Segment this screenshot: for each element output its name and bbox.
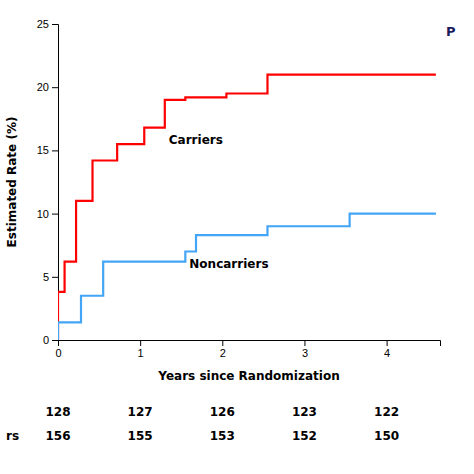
at-risk-table: 128 127 126 123 122 rs 156 155 153 152 150 bbox=[6, 405, 399, 443]
tick-label: 25 bbox=[37, 18, 49, 30]
x-axis: 0 1 2 3 4 bbox=[55, 340, 440, 359]
at-risk-count: 128 bbox=[45, 405, 70, 419]
at-risk-count: 126 bbox=[210, 405, 235, 419]
axis-line bbox=[52, 25, 59, 341]
at-risk-count: 127 bbox=[128, 405, 153, 419]
tick: 15 bbox=[37, 144, 58, 156]
tick-label: 3 bbox=[302, 347, 308, 359]
series-label: Noncarriers bbox=[189, 257, 268, 271]
tick-label: 10 bbox=[37, 208, 49, 220]
series-labels: Carriers Noncarriers bbox=[169, 133, 269, 271]
at-risk-count: 156 bbox=[45, 429, 70, 443]
tick: 10 bbox=[37, 208, 58, 220]
tick-mark bbox=[52, 340, 58, 341]
tick: 2 bbox=[220, 340, 226, 359]
at-risk-count: 123 bbox=[292, 405, 317, 419]
tick-mark bbox=[52, 24, 58, 25]
at-risk-count: 150 bbox=[374, 429, 399, 443]
tick-mark bbox=[387, 340, 388, 346]
tick-label: 2 bbox=[220, 347, 226, 359]
axis-line bbox=[59, 341, 441, 347]
tick: 25 bbox=[37, 18, 58, 30]
tick-mark bbox=[304, 340, 305, 346]
annotation: P bbox=[446, 24, 456, 39]
tick: 20 bbox=[37, 81, 58, 93]
plot-area: 0 1 2 3 4 0 5 10 15 20 25 Carriers Noncarriers bbox=[37, 18, 441, 359]
tick-label: 20 bbox=[37, 81, 49, 93]
tick-mark bbox=[140, 340, 141, 346]
tick-label: 4 bbox=[384, 347, 390, 359]
at-risk-count: 155 bbox=[128, 429, 153, 443]
lines bbox=[58, 75, 436, 340]
at-risk-count: 152 bbox=[292, 429, 317, 443]
y-axis: 0 5 10 15 20 25 bbox=[37, 18, 59, 346]
tick-label: 0 bbox=[43, 334, 49, 346]
tick: 4 bbox=[384, 340, 390, 359]
tick-mark bbox=[52, 150, 58, 151]
tick-mark bbox=[222, 340, 223, 346]
y-axis-title: Estimated Rate (%) bbox=[5, 117, 19, 248]
tick-mark bbox=[52, 277, 58, 278]
tick: 0 bbox=[43, 334, 58, 346]
chart: 012340510152025CarriersNoncarriersYears … bbox=[0, 0, 474, 474]
tick-mark bbox=[52, 87, 58, 88]
tick: 3 bbox=[302, 340, 308, 359]
at-risk-count: 153 bbox=[210, 429, 235, 443]
tick-mark bbox=[52, 214, 58, 215]
tick: 0 bbox=[55, 340, 61, 359]
tick-label: 15 bbox=[37, 144, 49, 156]
series-line bbox=[58, 214, 436, 340]
tick: 5 bbox=[43, 271, 58, 283]
tick-label: 1 bbox=[138, 347, 144, 359]
x-axis-title: Years since Randomization bbox=[157, 369, 339, 383]
at-risk-count: 122 bbox=[374, 405, 399, 419]
row-label: rs bbox=[6, 429, 19, 443]
series-label: Carriers bbox=[169, 133, 223, 147]
series-line bbox=[58, 75, 436, 340]
tick: 1 bbox=[138, 340, 144, 359]
tick-label: 0 bbox=[55, 347, 61, 359]
tick-label: 5 bbox=[43, 271, 49, 283]
